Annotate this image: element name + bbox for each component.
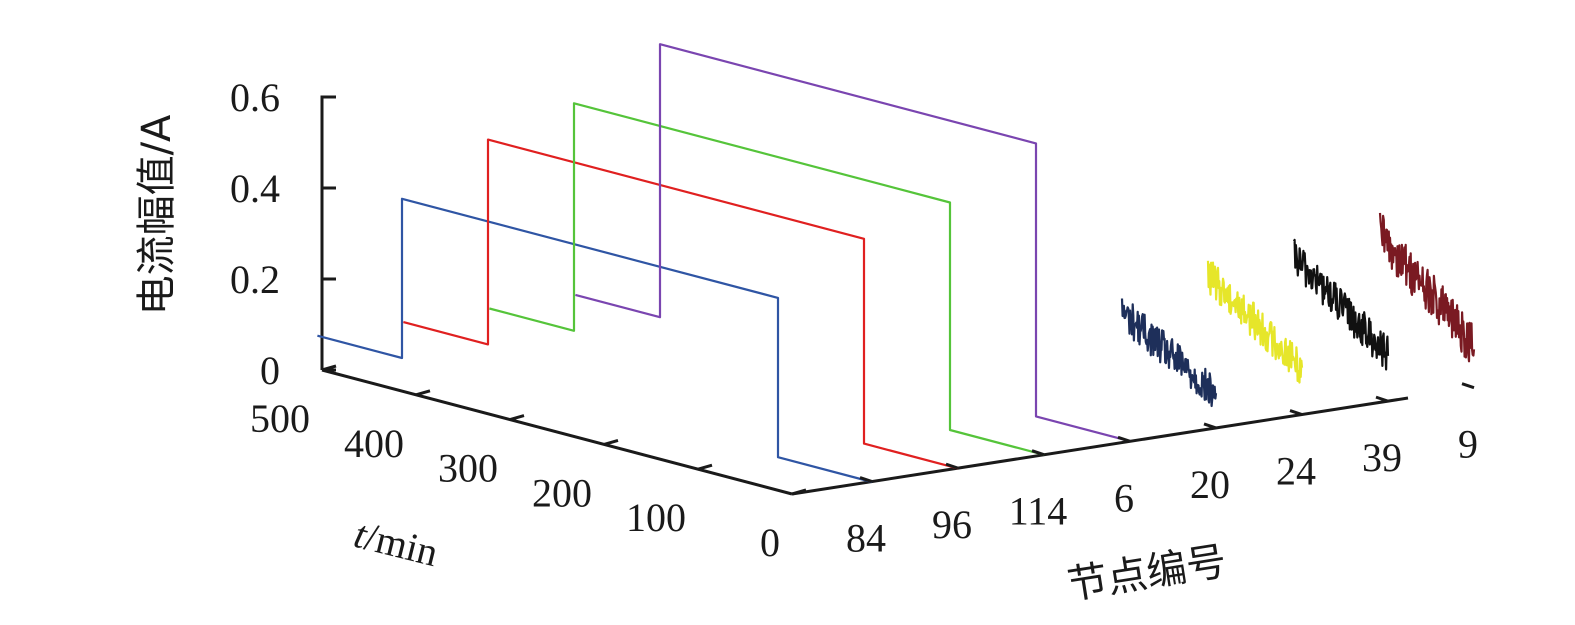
- node-tick-mark: [1031, 449, 1045, 457]
- z-axis-line: [320, 95, 336, 370]
- node-tick-label: 6: [1114, 475, 1134, 520]
- series-line-node-9: [1378, 212, 1476, 363]
- node-tick-label: 39: [1362, 435, 1402, 480]
- node-tick-mark: [1203, 422, 1217, 430]
- t-tick-mark: [791, 488, 807, 496]
- series-line-node-20: [1120, 298, 1218, 408]
- t-tick-mark: [603, 438, 619, 446]
- t-tick-mark: [321, 364, 337, 372]
- t-axis-line: [321, 368, 793, 496]
- t-tick-label: 300: [438, 446, 498, 491]
- series-line-node-6: [575, 43, 1131, 443]
- z-tick-label: 0.4: [230, 166, 280, 211]
- z-tick-label: 0.6: [230, 75, 280, 120]
- t-axis-label: t/min: [350, 511, 443, 575]
- series-line-node-39: [1292, 238, 1390, 371]
- node-tick-mark: [859, 476, 873, 483]
- node-tick-label: 9: [1458, 422, 1478, 467]
- node-tick-mark: [945, 462, 959, 470]
- node-tick-label: 20: [1190, 462, 1230, 507]
- z-axis-label: 电流幅值/A: [134, 114, 180, 315]
- t-tick-label: 0: [760, 520, 780, 565]
- t-axis-label-unit: /min: [361, 514, 443, 575]
- z-tick-label: 0.2: [230, 257, 280, 302]
- node-tick-mark: [1289, 409, 1303, 416]
- series-line-node-96: [403, 138, 959, 470]
- z-tick-label: 0: [260, 348, 280, 393]
- node-tick-label: 114: [1009, 489, 1068, 534]
- t-tick-label: 400: [344, 421, 404, 466]
- node-axis-label: 节点编号: [1064, 538, 1229, 608]
- node-tick-label: 96: [932, 502, 972, 547]
- node-tick-mark: [1461, 382, 1475, 390]
- node-tick-mark: [1117, 435, 1131, 443]
- t-tick-label: 100: [626, 495, 686, 540]
- t-tick-mark: [415, 389, 431, 397]
- t-tick-mark: [697, 463, 713, 471]
- series-line-node-84: [317, 197, 873, 484]
- node-tick-mark: [1375, 395, 1389, 403]
- node-axis-line: [791, 396, 1409, 496]
- series-layer: [317, 43, 1476, 484]
- t-tick-label: 500: [250, 396, 310, 441]
- node-tick-label: 84: [846, 516, 886, 561]
- t-tick-mark: [509, 414, 525, 422]
- node-tick-label: 24: [1276, 449, 1316, 494]
- t-tick-label: 200: [532, 470, 592, 515]
- series-line-node-24: [1206, 260, 1304, 384]
- series-line-node-114: [489, 102, 1045, 456]
